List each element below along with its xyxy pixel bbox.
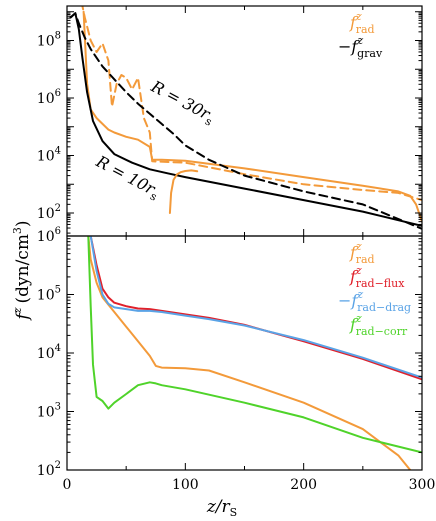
y-tick-label-top-0: 102 [37,203,61,222]
y-tick-label-bottom-0: 102 [37,460,61,479]
x-tick-label-1: 100 [172,477,199,493]
series-line-top-0 [82,10,422,223]
legend-entry-bottom-1: fz rad−flux [349,264,405,290]
legend-entry-bottom-2: −fz rad−drag [338,288,411,314]
y-tick-label-bottom-3: 105 [37,285,61,304]
legend-entry-bottom-0: fz rad [349,240,375,266]
y-tick-label-bottom-1: 103 [37,402,61,421]
y-tick-label-top-2: 106 [37,88,61,107]
y-axis-label: fz(dyn/cm3) [11,220,33,321]
plot-frame-top [66,5,423,237]
series-line-top-4 [69,12,422,230]
series-line-top-1 [69,12,422,227]
legend-entry-top-0: fz rad [349,10,375,36]
x-axis-label: z/rS [206,497,237,519]
x-tick-label-3: 300 [409,477,436,493]
x-tick-label-0: 0 [63,477,72,493]
y-tick-label-top-3: 108 [37,31,61,50]
series-line-top-3 [168,169,199,214]
y-tick-label-bottom-4: 106 [37,226,61,245]
legend-entry-bottom-3: fz rad−corr [349,312,408,338]
legend-entry-top-1: −fz grav [338,34,383,60]
plot-frame-bottom [66,235,423,471]
series-line-bottom-3 [87,236,422,454]
x-tick-label-2: 200 [290,477,317,493]
series-line-top-2 [81,6,422,202]
y-tick-label-bottom-2: 104 [37,343,61,362]
y-tick-label-top-1: 104 [37,146,61,165]
series-line-bottom-2 [89,236,422,379]
series-line-bottom-0 [87,236,412,470]
